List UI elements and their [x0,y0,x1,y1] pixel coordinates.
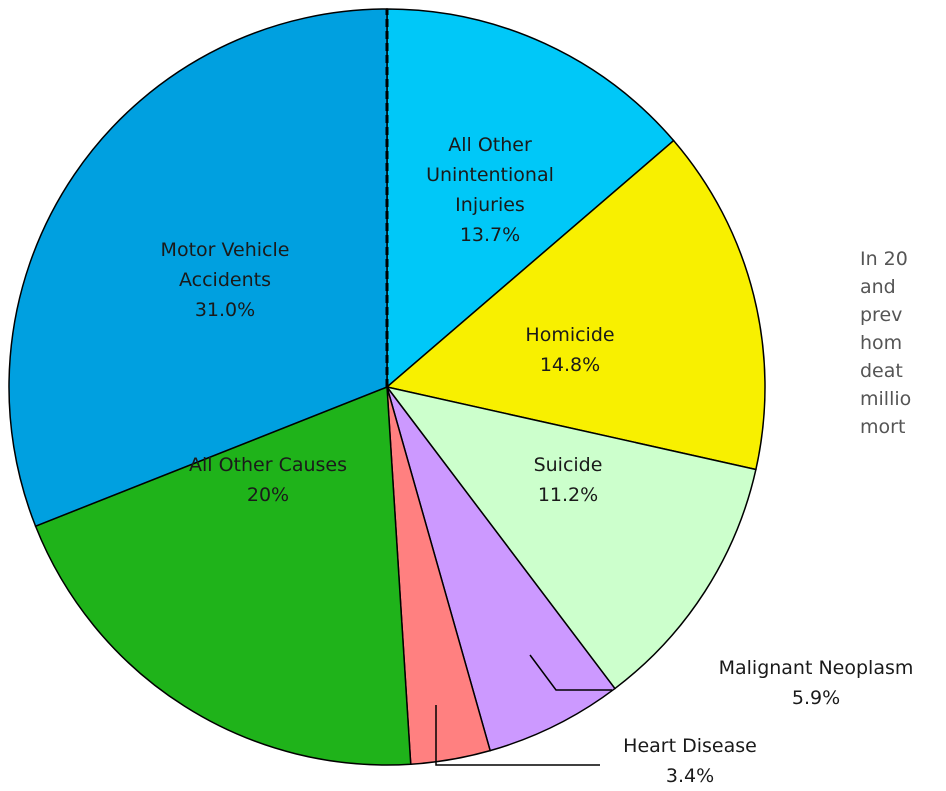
slice-label: Motor Vehicle Accidents 31.0% [145,235,305,325]
annotation-line: deat [860,360,903,382]
leader-line [435,705,600,766]
pie-slice [8,8,388,528]
annotation-line: prev [860,304,903,326]
category-label: Malignant Neoplasm [718,657,914,679]
annotation-line: millio [860,388,912,410]
pie-slice [386,8,675,389]
annotation-line: and [860,276,896,298]
value-label: 13.7% [459,224,521,246]
annotation-line: In 20 [860,248,908,270]
category-label: All Other Causes [188,454,348,476]
category-label: Suicide [533,454,603,476]
pie-slice [386,386,616,752]
slice-label: Malignant Neoplasm 5.9% [676,653,946,713]
value-label: 20% [246,484,290,506]
value-label: 31.0% [194,299,256,321]
slice-label: Heart Disease 3.4% [580,731,800,791]
value-label: 5.9% [791,687,841,709]
slice-label: All Other Unintentional Injuries 13.7% [405,130,575,250]
category-label: All Other Unintentional Injuries [426,134,554,216]
pie-slice [34,385,412,766]
value-label: 14.8% [539,354,601,376]
annotation-line: mort [860,416,906,438]
pie-slice [385,139,766,471]
slice-label: All Other Causes 20% [138,450,398,510]
slice-label: Suicide 11.2% [488,450,648,510]
slice-label: Homicide 14.8% [490,320,650,380]
category-label: Heart Disease [623,735,757,757]
category-label: Motor Vehicle Accidents [160,239,290,291]
pie-slice [385,385,757,690]
leader-line [529,654,612,691]
value-label: 3.4% [665,765,715,787]
value-label: 11.2% [537,484,599,506]
category-label: Homicide [525,324,615,346]
annotation-line: hom [860,332,903,354]
